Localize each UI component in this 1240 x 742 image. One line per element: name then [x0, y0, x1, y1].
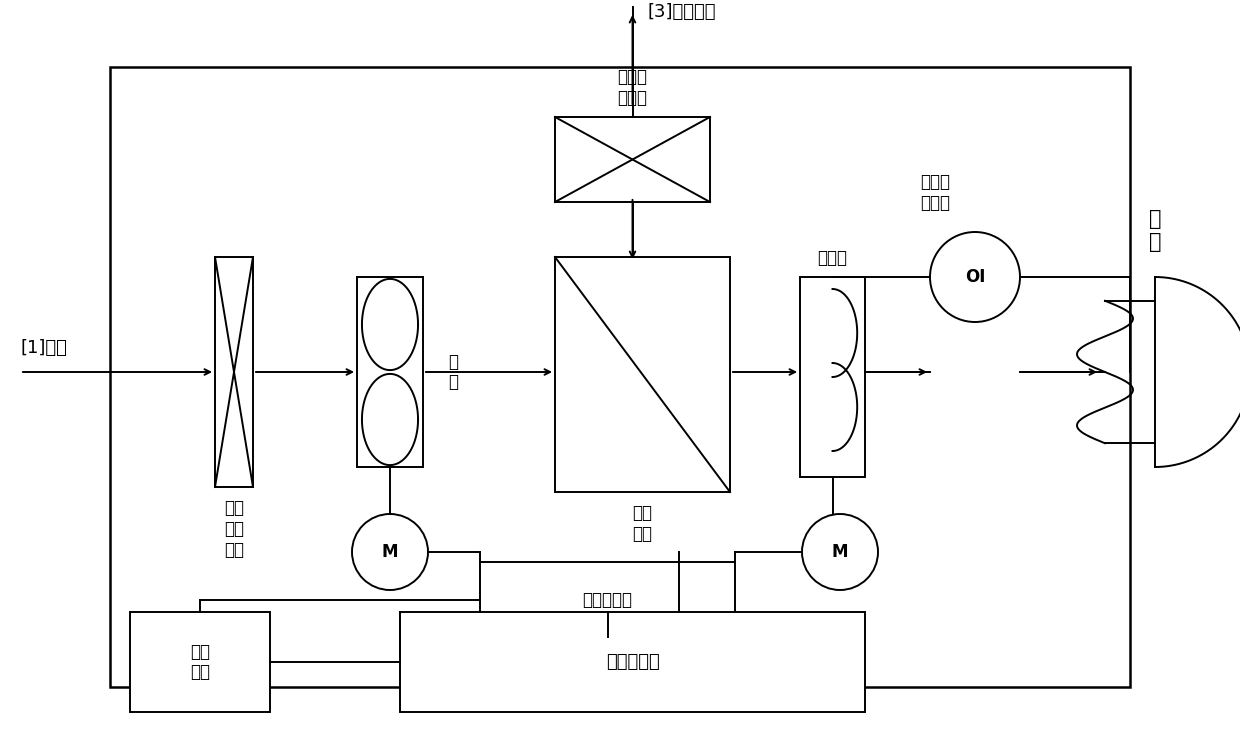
Text: 进风
口过
滤网: 进风 口过 滤网 — [224, 499, 244, 559]
Text: M: M — [382, 543, 398, 561]
Bar — [215, 257, 253, 487]
Text: [1]空气: [1]空气 — [20, 339, 67, 357]
Text: 触控显示屏: 触控显示屏 — [583, 591, 632, 608]
Text: 面
罩: 面 罩 — [1148, 209, 1161, 252]
Text: 内置
电池: 内置 电池 — [190, 643, 210, 681]
Text: 风
扇: 风 扇 — [448, 352, 458, 391]
Text: 真空泵: 真空泵 — [817, 249, 847, 267]
Text: M: M — [832, 543, 848, 561]
Bar — [110, 67, 1130, 687]
Text: 集成电路板: 集成电路板 — [605, 653, 660, 671]
Bar — [480, 562, 735, 637]
Bar — [800, 277, 866, 477]
Bar — [401, 612, 866, 712]
Text: 膜分
离器: 膜分 离器 — [632, 504, 652, 543]
Text: 排风口
过滤网: 排风口 过滤网 — [618, 68, 647, 107]
Bar — [357, 277, 423, 467]
Text: OI: OI — [965, 268, 986, 286]
Bar — [556, 117, 711, 202]
Text: 氧浓度
传感器: 氧浓度 传感器 — [920, 173, 950, 212]
Bar — [556, 257, 730, 492]
Text: [3]非渗透气: [3]非渗透气 — [647, 3, 715, 21]
Bar — [130, 612, 270, 712]
